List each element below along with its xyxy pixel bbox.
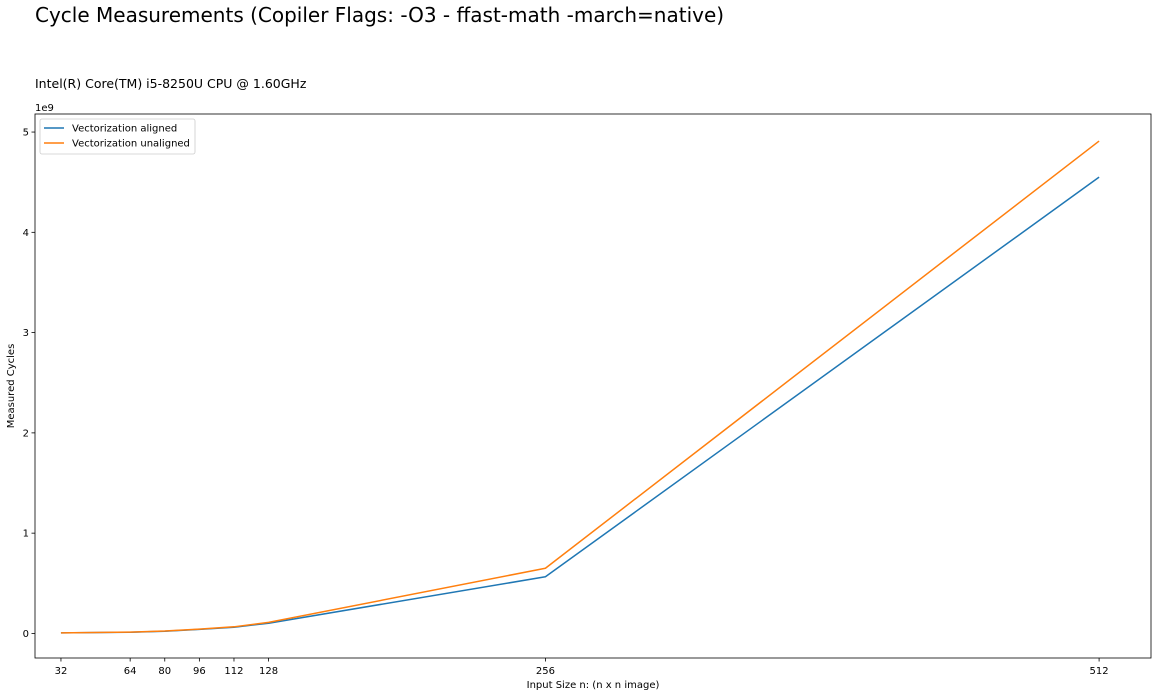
chart-subtitle: Intel(R) Core(TM) i5-8250U CPU @ 1.60GHz bbox=[35, 76, 307, 91]
x-tick-label-2: 80 bbox=[158, 666, 171, 677]
legend: Vectorization aligned Vectorization unali… bbox=[39, 118, 196, 155]
x-axis-label: Input Size n: (n x n image) bbox=[527, 680, 660, 691]
x-tick-label-1: 64 bbox=[124, 666, 137, 677]
x-tick-label-3: 96 bbox=[193, 666, 206, 677]
x-axis-ticks: 32 64 80 96 112 128 256 512 bbox=[55, 658, 1109, 677]
x-tick-label-6: 256 bbox=[536, 666, 555, 677]
legend-label-1: Vectorization unaligned bbox=[72, 139, 190, 150]
x-tick-label-0: 32 bbox=[55, 666, 68, 677]
series-line-0 bbox=[60, 176, 1100, 634]
y-axis-ticks: 0 1 2 3 4 5 bbox=[23, 128, 35, 640]
y-offset-label: 1e9 bbox=[35, 103, 54, 114]
chart-title: Cycle Measurements (Copiler Flags: -O3 -… bbox=[35, 3, 724, 27]
y-tick-label-0: 0 bbox=[23, 629, 29, 640]
y-tick-label-4: 4 bbox=[23, 228, 29, 239]
x-tick-label-5: 128 bbox=[259, 666, 278, 677]
legend-label-0: Vectorization aligned bbox=[72, 124, 177, 135]
y-tick-label-5: 5 bbox=[23, 128, 29, 139]
x-tick-label-4: 112 bbox=[224, 666, 243, 677]
series-lines bbox=[60, 140, 1100, 634]
y-tick-label-3: 3 bbox=[23, 328, 29, 339]
series-line-1 bbox=[60, 140, 1100, 634]
legend-box bbox=[39, 118, 196, 155]
plot-area-frame bbox=[34, 113, 1152, 659]
y-axis-label: Measured Cycles bbox=[6, 344, 17, 429]
y-tick-label-1: 1 bbox=[23, 529, 29, 540]
x-tick-label-7: 512 bbox=[1090, 666, 1109, 677]
y-tick-label-2: 2 bbox=[23, 428, 29, 439]
